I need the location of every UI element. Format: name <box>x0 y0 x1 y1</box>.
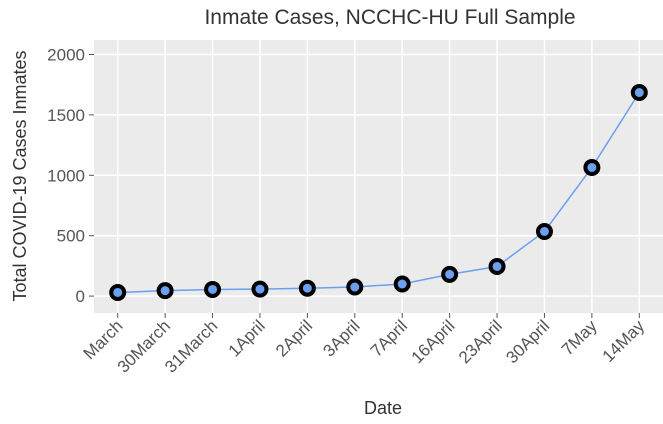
data-point <box>488 257 506 275</box>
data-point <box>441 265 459 283</box>
data-point <box>393 275 411 293</box>
x-tick-label: 7May <box>558 316 601 359</box>
data-point <box>109 283 127 301</box>
x-tick-label: 1April <box>225 316 269 360</box>
data-point <box>251 280 269 298</box>
y-tick-label: 2000 <box>47 45 85 64</box>
x-tick-label: 23April <box>455 316 506 367</box>
x-tick-label: 31March <box>161 316 221 376</box>
data-point <box>204 280 222 298</box>
y-tick-label: 0 <box>76 287 85 306</box>
x-tick-label: 3April <box>319 316 363 360</box>
x-axis-label: Date <box>364 398 402 418</box>
y-tick-label: 500 <box>57 227 85 246</box>
y-axis-label: Total COVID-19 Cases Inmates <box>10 50 30 301</box>
data-point <box>298 279 316 297</box>
y-tick-label: 1000 <box>47 166 85 185</box>
plot-background <box>94 40 663 313</box>
data-point <box>346 278 364 296</box>
x-tick-label: 14May <box>599 316 649 366</box>
data-point <box>583 158 601 176</box>
x-tick-label: 16April <box>408 316 459 367</box>
data-point <box>156 282 174 300</box>
chart-title: Inmate Cases, NCCHC-HU Full Sample <box>204 6 575 29</box>
data-point <box>630 84 648 102</box>
data-point <box>535 222 553 240</box>
x-tick-label: 7April <box>367 316 411 360</box>
x-tick-label: 30April <box>502 316 553 367</box>
y-tick-label: 1500 <box>47 106 85 125</box>
x-tick-label: 2April <box>272 316 316 360</box>
